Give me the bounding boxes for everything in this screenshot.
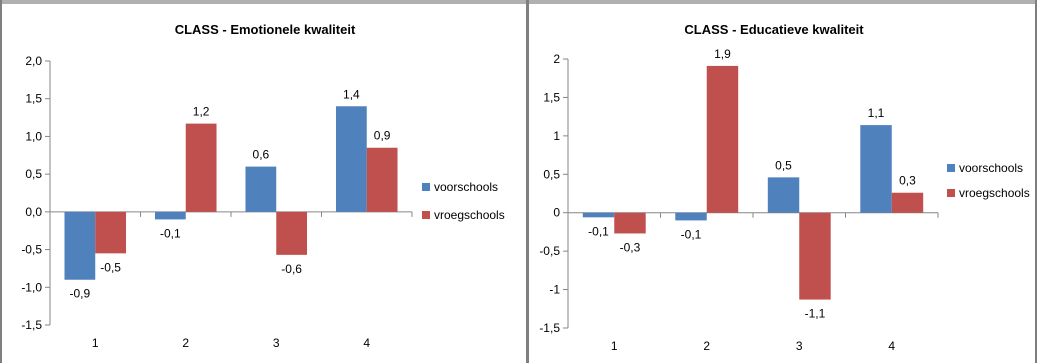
chart-title: CLASS - Emotionele kwaliteit <box>175 22 356 37</box>
legend-swatch <box>422 211 430 219</box>
data-label: 1,1 <box>868 106 885 120</box>
bar-voorschools <box>154 211 186 220</box>
x-tick-label: 2 <box>703 339 710 353</box>
y-tick-label: -1,5 <box>539 321 560 335</box>
y-tick-label: 0,5 <box>25 167 42 181</box>
bar-voorschools <box>767 177 800 213</box>
data-label: -0,1 <box>588 224 609 238</box>
data-label: 0,6 <box>253 148 270 162</box>
data-label: 0,9 <box>374 129 391 143</box>
y-tick-label: -0,5 <box>539 244 560 258</box>
chart-panel-emotional: CLASS - Emotionele kwaliteit 2,0 1,5 1,0 0,… <box>0 0 527 363</box>
data-label: 1,9 <box>714 47 731 61</box>
data-label: 1,4 <box>343 87 360 101</box>
bar-voorschools <box>582 212 615 218</box>
chart-title: CLASS - Educatieve kwaliteit <box>684 22 864 37</box>
data-label: -0,6 <box>281 262 302 276</box>
legend-swatch <box>422 183 430 191</box>
bar-voorschools <box>335 106 367 212</box>
x-tick-label: 3 <box>796 339 803 353</box>
bar-vroegschools <box>366 147 398 212</box>
chart-emotional-svg: CLASS - Emotionele kwaliteit 2,0 1,5 1,0 0,… <box>21 22 505 350</box>
y-tick-label: 1,5 <box>25 92 42 106</box>
legend-swatch <box>947 189 955 197</box>
y-tick-label: -1,5 <box>21 318 42 332</box>
panel-top-border <box>2 0 526 4</box>
x-tick-label: 3 <box>273 336 280 350</box>
chart-educational-svg: CLASS - Educatieve kwaliteit 2 1,5 1 0,5 0 -0… <box>539 22 1030 353</box>
y-tick-label: 0,5 <box>543 167 560 181</box>
y-tick-label: 2 <box>553 52 560 66</box>
bar-vroegschools <box>891 192 924 213</box>
y-tick-label: -1 <box>549 283 560 297</box>
bar-vroegschools <box>799 212 831 300</box>
bar-vroegschools <box>95 211 127 254</box>
bar-voorschools <box>860 125 892 213</box>
data-label: -0,3 <box>620 240 641 254</box>
bar-vroegschools <box>276 211 308 255</box>
y-tick-label: 0 <box>553 206 560 220</box>
data-label: -0,9 <box>70 287 91 301</box>
data-label: 0,5 <box>775 158 792 172</box>
x-tick-label: 1 <box>611 339 618 353</box>
panel-top-border <box>529 0 1035 4</box>
y-tick-label: 1 <box>553 129 560 143</box>
chart-panel-educational: CLASS - Educatieve kwaliteit 2 1,5 1 0,5 0 -0… <box>527 0 1037 363</box>
data-label: 0,3 <box>899 174 916 188</box>
x-tick-label: 2 <box>182 336 189 350</box>
data-label: 1,2 <box>193 105 210 119</box>
bar-vroegschools <box>706 65 739 213</box>
legend-swatch <box>947 164 955 172</box>
bar-voorschools <box>64 211 96 280</box>
bar-voorschools <box>675 212 707 221</box>
legend-label: vroegschools <box>434 208 505 222</box>
x-tick-label: 4 <box>363 336 370 350</box>
y-tick-label: 0,0 <box>25 205 42 219</box>
bar-vroegschools <box>614 212 646 234</box>
data-label: -1,1 <box>805 307 826 321</box>
bar-voorschools <box>245 166 277 212</box>
data-label: -0,5 <box>100 260 121 274</box>
y-tick-label: -1,0 <box>21 280 42 294</box>
data-label: -0,1 <box>681 227 702 241</box>
x-tick-label: 4 <box>888 339 895 353</box>
legend-label: voorschools <box>959 161 1023 175</box>
data-label: -0,1 <box>160 226 181 240</box>
legend-label: voorschools <box>434 180 498 194</box>
y-tick-label: -0,5 <box>21 243 42 257</box>
x-tick-label: 1 <box>92 336 99 350</box>
bar-vroegschools <box>185 123 217 212</box>
y-tick-label: 1,5 <box>543 90 560 104</box>
y-tick-label: 2,0 <box>25 54 42 68</box>
legend-label: vroegschools <box>959 186 1030 200</box>
y-tick-label: 1,0 <box>25 129 42 143</box>
